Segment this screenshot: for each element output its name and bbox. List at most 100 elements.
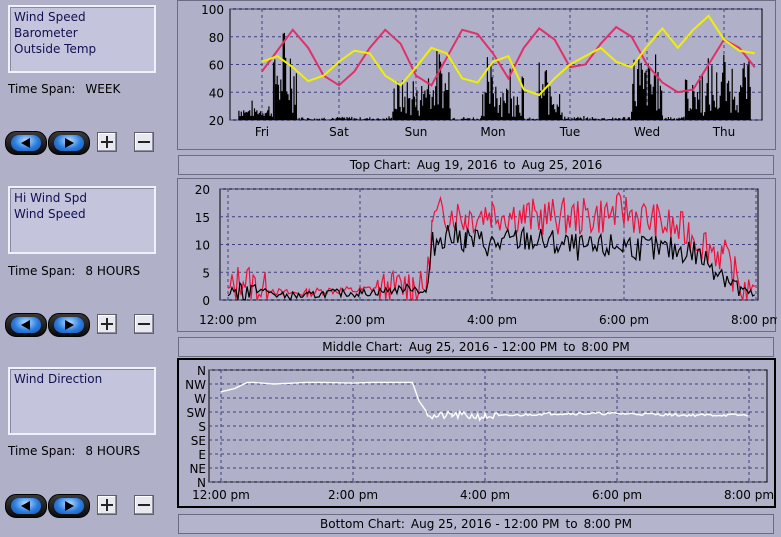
bottom-time-span: Time Span: 8 HOURS — [8, 444, 140, 458]
x-tick-label: Fri — [255, 125, 269, 139]
x-tick-label: 12:00 pm — [199, 313, 257, 327]
x-tick-label: 12:00 pm — [192, 488, 250, 502]
caption-start: Aug 19, 2016 — [416, 158, 498, 172]
next-button[interactable] — [48, 494, 90, 518]
time-span-label: Time Span: — [8, 444, 76, 458]
y-tick-label: S — [198, 420, 206, 434]
right-arrow-icon — [65, 138, 74, 148]
caption-prefix: Bottom Chart: — [320, 517, 405, 531]
caption-end: 8:00 PM — [581, 340, 630, 354]
series-wind-speed — [238, 32, 751, 120]
prev-button[interactable] — [5, 131, 47, 155]
y-tick-label: SW — [187, 406, 207, 420]
top-time-span: Time Span: WEEK — [8, 82, 120, 96]
zoom-in-button[interactable] — [97, 495, 117, 515]
x-tick-label: 8:00 pm — [731, 313, 777, 327]
y-tick-label: 20 — [209, 114, 224, 128]
time-span-value: 8 HOURS — [85, 444, 141, 458]
y-tick-label: E — [198, 448, 206, 462]
middle-chart[interactable]: 0 5 10 15 20 12:00 pm 2:00 pm 4:00 pm 6:00 pm 8:0… — [177, 178, 777, 332]
y-tick-label: 20 — [195, 183, 210, 197]
zoom-out-button[interactable] — [134, 314, 154, 334]
x-tick-label: Sat — [329, 125, 349, 139]
time-span-label: Time Span: — [8, 82, 76, 96]
x-tick-label: Mon — [480, 125, 505, 139]
series-item[interactable]: Wind Direction — [14, 372, 103, 386]
middle-chart-caption: Middle Chart: Aug 25, 2016 - 12:00 PM to 8:… — [178, 337, 774, 357]
caption-prefix: Middle Chart: — [322, 340, 403, 354]
next-button[interactable] — [48, 131, 90, 155]
top-chart[interactable]: 20 40 60 80 100 Fri Sat Sun Mon Tue Wed Thu — [177, 0, 776, 150]
bottom-series-list[interactable]: Wind Direction — [8, 367, 156, 435]
x-tick-label: 2:00 pm — [335, 313, 385, 327]
zoom-out-button[interactable] — [134, 132, 154, 152]
y-tick-label: 5 — [202, 266, 210, 280]
series-wind-direction — [220, 381, 748, 422]
series-wind-speed — [227, 222, 756, 301]
bottom-chart[interactable]: N NW W SW S SE E NE N 12:00 pm 2:00 pm 4:00 pm 6:00 … — [177, 358, 776, 508]
prev-button[interactable] — [5, 313, 47, 337]
series-item[interactable]: Wind Speed — [14, 207, 86, 221]
series-item[interactable]: Wind Speed — [14, 10, 86, 24]
left-arrow-icon — [21, 501, 30, 511]
y-tick-label: SE — [191, 434, 206, 448]
series-item[interactable]: Barometer — [14, 26, 78, 40]
right-arrow-icon — [65, 320, 74, 330]
bottom-chart-caption: Bottom Chart: Aug 25, 2016 - 12:00 PM to 8:… — [178, 514, 774, 534]
y-tick-label: W — [194, 392, 206, 406]
top-controls: Wind Speed Barometer Outside Temp Time S… — [0, 0, 172, 175]
top-series-list[interactable]: Wind Speed Barometer Outside Temp — [8, 5, 156, 73]
series-hi-wind-spd — [227, 191, 756, 302]
bottom-controls: Wind Direction Time Span: 8 HOURS — [0, 358, 172, 537]
middle-chart-svg: 0 5 10 15 20 12:00 pm 2:00 pm 4:00 pm 6:00 pm 8:0… — [195, 183, 777, 327]
y-tick-label: 100 — [201, 3, 224, 17]
caption-end: 8:00 PM — [583, 517, 632, 531]
middle-series-list[interactable]: Hi Wind Spd Wind Speed — [8, 186, 156, 254]
caption-start: Aug 25, 2016 - 12:00 PM — [410, 517, 560, 531]
y-tick-label: NE — [189, 462, 206, 476]
right-arrow-icon — [65, 501, 74, 511]
series-outside-temp — [261, 14, 755, 97]
y-tick-label: 60 — [209, 59, 224, 73]
time-span-value: 8 HOURS — [85, 264, 141, 278]
time-span-value: WEEK — [85, 82, 121, 96]
y-tick-label: N — [197, 364, 206, 378]
caption-to: to — [565, 517, 578, 531]
zoom-in-button[interactable] — [97, 314, 117, 334]
y-tick-label: 10 — [195, 239, 210, 253]
y-tick-label: NW — [185, 378, 206, 392]
x-tick-label: Sun — [405, 125, 428, 139]
y-tick-label: 0 — [202, 294, 210, 308]
x-tick-label: Thu — [712, 125, 736, 139]
y-tick-label: 15 — [195, 211, 210, 225]
zoom-out-button[interactable] — [134, 495, 154, 515]
x-tick-label: 2:00 pm — [328, 488, 378, 502]
series-item[interactable]: Outside Temp — [14, 42, 97, 56]
x-tick-label: 8:00 pm — [724, 488, 774, 502]
middle-controls: Hi Wind Spd Wind Speed Time Span: 8 HOURS — [0, 178, 172, 356]
time-span-label: Time Span: — [8, 264, 76, 278]
caption-end: Aug 25, 2016 — [521, 158, 603, 172]
prev-button[interactable] — [5, 494, 47, 518]
series-barometer — [261, 25, 756, 94]
y-tick-label: N — [197, 476, 206, 490]
top-chart-svg: 20 40 60 80 100 Fri Sat Sun Mon Tue Wed Thu — [201, 3, 763, 139]
left-arrow-icon — [21, 138, 30, 148]
y-tick-label: 80 — [209, 31, 224, 45]
caption-prefix: Top Chart: — [349, 158, 411, 172]
left-arrow-icon — [21, 320, 30, 330]
middle-time-span: Time Span: 8 HOURS — [8, 264, 140, 278]
series-item[interactable]: Hi Wind Spd — [14, 191, 87, 205]
x-tick-label: 6:00 pm — [592, 488, 642, 502]
caption-to: to — [503, 158, 516, 172]
x-tick-label: Tue — [559, 125, 581, 139]
next-button[interactable] — [48, 313, 90, 337]
caption-to: to — [563, 340, 576, 354]
x-tick-label: Wed — [634, 125, 660, 139]
caption-start: Aug 25, 2016 - 12:00 PM — [408, 340, 558, 354]
x-tick-label: 4:00 pm — [467, 313, 517, 327]
zoom-in-button[interactable] — [97, 132, 117, 152]
y-tick-label: 40 — [209, 86, 224, 100]
x-tick-label: 6:00 pm — [599, 313, 649, 327]
